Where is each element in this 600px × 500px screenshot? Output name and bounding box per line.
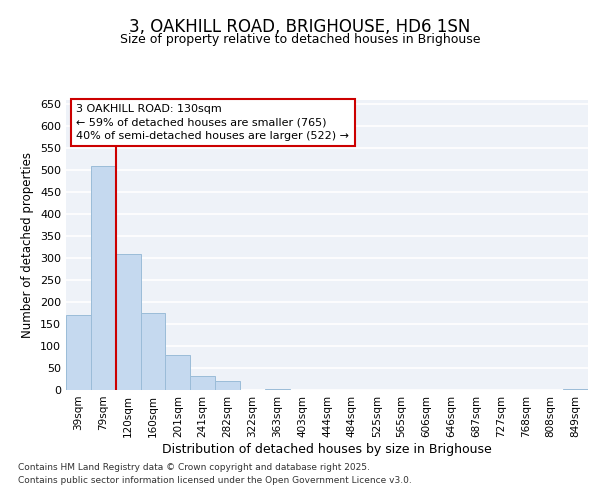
Text: 3, OAKHILL ROAD, BRIGHOUSE, HD6 1SN: 3, OAKHILL ROAD, BRIGHOUSE, HD6 1SN xyxy=(130,18,470,36)
X-axis label: Distribution of detached houses by size in Brighouse: Distribution of detached houses by size … xyxy=(162,442,492,456)
Bar xyxy=(140,313,166,390)
Text: Contains HM Land Registry data © Crown copyright and database right 2025.: Contains HM Land Registry data © Crown c… xyxy=(18,462,370,471)
Text: 3 OAKHILL ROAD: 130sqm
← 59% of detached houses are smaller (765)
40% of semi-de: 3 OAKHILL ROAD: 130sqm ← 59% of detached… xyxy=(76,104,349,141)
Bar xyxy=(116,254,140,390)
Y-axis label: Number of detached properties: Number of detached properties xyxy=(22,152,34,338)
Text: Size of property relative to detached houses in Brighouse: Size of property relative to detached ho… xyxy=(120,32,480,46)
Bar xyxy=(215,381,240,390)
Bar xyxy=(91,166,116,390)
Bar xyxy=(190,376,215,390)
Bar xyxy=(563,388,588,390)
Text: Contains public sector information licensed under the Open Government Licence v3: Contains public sector information licen… xyxy=(18,476,412,485)
Bar xyxy=(166,355,190,390)
Bar xyxy=(66,316,91,390)
Bar xyxy=(265,388,290,390)
